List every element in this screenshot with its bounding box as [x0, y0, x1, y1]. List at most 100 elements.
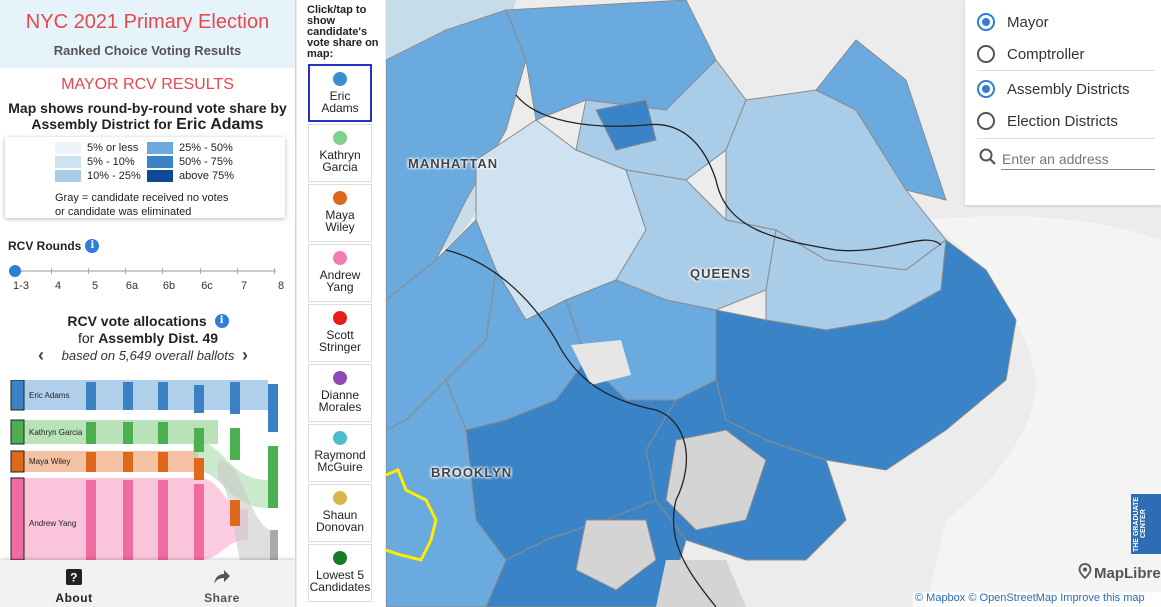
round-tick-label[interactable]: 6b [162, 280, 176, 292]
map-controls: Mayor Comptroller Assembly Districts Ele… [965, 0, 1161, 205]
map[interactable]: MANHATTAN QUEENS BROOKLYN [386, 0, 1161, 607]
candidate-button[interactable]: Scott Stringer [308, 304, 372, 362]
sankey-node [10, 477, 25, 560]
candidate-color-dot [333, 311, 347, 325]
sankey-node [86, 422, 96, 444]
info-icon[interactable]: i [85, 239, 100, 253]
legend-swatch [55, 170, 81, 182]
rcv-rounds-text: RCV Rounds [8, 239, 82, 253]
slider-tick[interactable] [200, 268, 201, 274]
candidate-button[interactable]: Eric Adams [308, 64, 372, 122]
slider-tick[interactable] [162, 268, 163, 274]
sankey-node [123, 480, 133, 560]
help-icon: ? [0, 569, 148, 588]
candidate-button[interactable]: Dianne Morales [308, 364, 372, 422]
candidate-name-line1: Lowest 5 [315, 568, 365, 582]
candidate-color-dot [333, 431, 347, 445]
sankey-node [230, 428, 240, 460]
radio-icon[interactable] [977, 45, 995, 63]
round-tick-label[interactable]: 8 [277, 280, 285, 292]
info-icon[interactable]: i [214, 314, 229, 328]
sankey-node [123, 382, 133, 410]
radio-election-districts[interactable]: Election Districts [977, 112, 1118, 130]
water [926, 216, 1161, 607]
candidate-button[interactable]: Shaun Donovan [308, 484, 372, 542]
candidate-name-line2: Stringer [318, 340, 362, 354]
radio-label: Mayor [1007, 13, 1049, 31]
rounds-slider-handle[interactable] [9, 265, 21, 277]
slider-tick[interactable] [237, 268, 238, 274]
candidate-name-line1: Eric [329, 89, 351, 103]
legend-label: 5% - 10% [87, 156, 135, 168]
maplibre-logo[interactable]: MapLibre [1078, 563, 1161, 583]
sankey-label: Kathryn Garcia [29, 428, 83, 437]
round-tick-label[interactable]: 5 [91, 280, 99, 292]
chevron-left-icon[interactable]: ‹ [38, 345, 44, 365]
slider-tick[interactable] [274, 268, 275, 274]
legend-swatch [147, 142, 173, 154]
round-tick-label[interactable]: 4 [54, 280, 62, 292]
round-tick-label[interactable]: 6a [125, 280, 139, 292]
slider-tick[interactable] [88, 268, 89, 274]
app-subtitle: Ranked Choice Voting Results [53, 43, 242, 58]
map-description-line1: Map shows round-by-round vote share by [8, 100, 287, 116]
map-description-prefix: Assembly District for [31, 116, 173, 132]
sankey-node [10, 419, 25, 445]
maplibre-text: MapLibre [1094, 564, 1161, 582]
legend-item: 5% or less [55, 142, 138, 154]
round-tick-label[interactable]: 7 [240, 280, 248, 292]
map-attribution[interactable]: © Mapbox © OpenStreetMap Improve this ma… [913, 592, 1161, 607]
radio-label: Election Districts [1007, 112, 1118, 130]
slider-tick[interactable] [51, 268, 52, 274]
sankey-node [158, 480, 168, 560]
round-tick-label[interactable]: 1-3 [13, 280, 29, 292]
candidate-button[interactable]: Maya Wiley [308, 184, 372, 242]
candidate-button[interactable]: Raymond McGuire [308, 424, 372, 482]
color-legend: 5% or less 5% - 10% 10% - 25% 25% - 50% … [5, 137, 285, 218]
slider-tick[interactable] [125, 268, 126, 274]
radio-mayor[interactable]: Mayor [977, 13, 1049, 31]
map-canvas[interactable] [386, 0, 1161, 607]
radio-icon[interactable] [977, 13, 995, 31]
candidate-name-line1: Maya [325, 208, 355, 222]
ballot-count: based on 5,649 overall ballots [61, 348, 235, 363]
map-description-candidate: Eric Adams [176, 116, 264, 133]
graduate-center-logo[interactable]: THE GRADUATE CENTER [1131, 494, 1161, 554]
sankey-node [270, 530, 278, 560]
address-input[interactable] [1001, 149, 1155, 170]
round-tick-label[interactable]: 6c [201, 280, 213, 292]
share-button[interactable]: Share [148, 560, 295, 607]
chevron-right-icon[interactable]: › [242, 345, 248, 365]
allocations-title: RCV vote allocations i [0, 313, 295, 329]
app-header: NYC 2021 Primary Election Ranked Choice … [0, 0, 295, 68]
map-description: Map shows round-by-round vote share by A… [0, 100, 295, 133]
address-search [979, 148, 1155, 171]
sankey-node [230, 382, 240, 414]
sankey-node [158, 422, 168, 444]
legend-swatch [55, 142, 81, 154]
radio-icon[interactable] [977, 112, 995, 130]
rounds-slider-track[interactable] [14, 270, 276, 272]
share-icon [148, 569, 295, 588]
legend-label: above 75% [179, 170, 235, 182]
legend-item: above 75% [147, 170, 234, 182]
radio-label: Comptroller [1007, 45, 1085, 63]
about-button[interactable]: ? About [0, 560, 148, 607]
candidate-button[interactable]: Lowest 5 Candidates [308, 544, 372, 602]
legend-label: 10% - 25% [87, 170, 141, 182]
sankey-node [158, 382, 168, 410]
candidate-name-line2: Garcia [322, 160, 358, 174]
no-data-region [571, 340, 631, 385]
sankey-node [230, 500, 240, 526]
allocations-for-prefix: for [77, 330, 95, 346]
radio-assembly-districts[interactable]: Assembly Districts [977, 80, 1130, 98]
allocations-title-text: RCV vote allocations [67, 313, 207, 329]
candidate-button[interactable]: Andrew Yang [308, 244, 372, 302]
sankey-node [158, 452, 168, 472]
yang-flow [18, 478, 198, 560]
candidate-button[interactable]: Kathryn Garcia [308, 124, 372, 182]
radio-comptroller[interactable]: Comptroller [977, 45, 1085, 63]
radio-icon[interactable] [977, 80, 995, 98]
district-region [386, 379, 507, 607]
app-title: NYC 2021 Primary Election [25, 11, 270, 33]
